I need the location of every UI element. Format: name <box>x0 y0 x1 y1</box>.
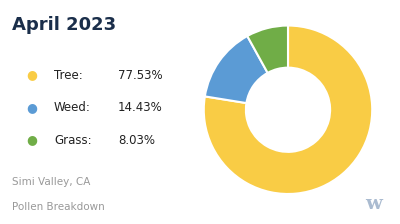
Text: 8.03%: 8.03% <box>118 134 155 146</box>
Text: Weed:: Weed: <box>54 101 91 114</box>
Text: Simi Valley, CA: Simi Valley, CA <box>12 177 90 187</box>
Text: Pollen Breakdown: Pollen Breakdown <box>12 202 105 212</box>
Text: Grass:: Grass: <box>54 134 92 146</box>
Wedge shape <box>204 26 372 194</box>
Wedge shape <box>247 26 288 73</box>
Text: ●: ● <box>26 69 38 82</box>
Text: April 2023: April 2023 <box>12 16 116 34</box>
Text: ●: ● <box>26 134 38 146</box>
Text: 77.53%: 77.53% <box>118 69 163 82</box>
Text: ●: ● <box>26 101 38 114</box>
Text: Tree:: Tree: <box>54 69 83 82</box>
Text: w: w <box>365 195 382 213</box>
Text: 14.43%: 14.43% <box>118 101 163 114</box>
Wedge shape <box>205 36 268 103</box>
